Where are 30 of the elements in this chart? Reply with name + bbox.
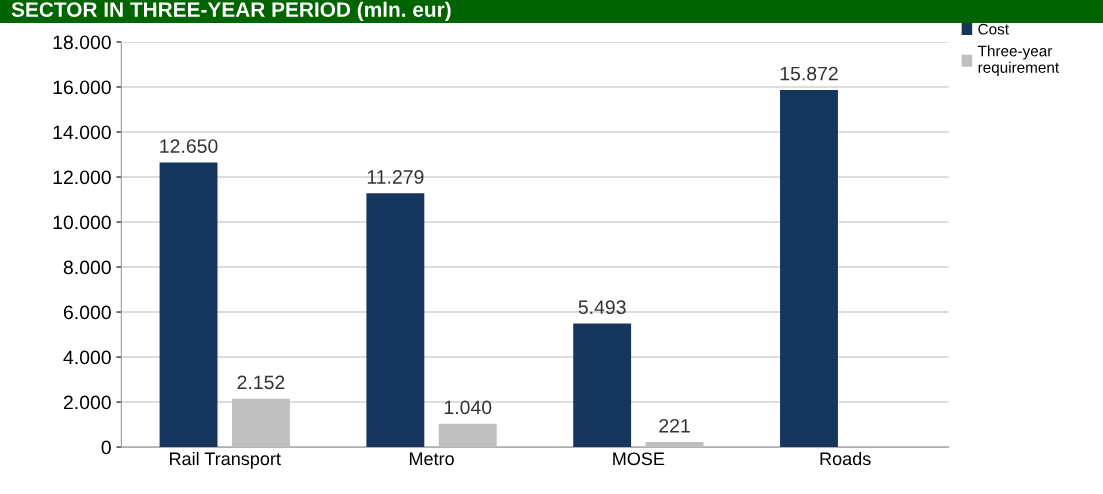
y-tick-label: 10.000: [53, 215, 111, 230]
x-tick-label: Roads: [820, 451, 871, 466]
data-label: 15.872: [780, 66, 838, 81]
data-label: 2.152: [237, 375, 285, 390]
chart-title: SECTOR IN THREE-YEAR PERIOD (mln. eur): [11, 1, 451, 22]
y-tick-label: 0: [101, 440, 111, 455]
y-tick-label: 8.000: [63, 260, 111, 275]
bar: [780, 89, 838, 448]
y-tick-label: 16.000: [53, 80, 111, 95]
y-tick-label: 18.000: [53, 35, 111, 50]
data-label: 1.040: [444, 400, 492, 415]
data-label: 5.493: [578, 300, 626, 315]
y-tick-label: 6.000: [63, 305, 111, 320]
bar: [366, 193, 425, 448]
bar: [159, 162, 218, 448]
bar: [438, 423, 497, 448]
x-tick-label: Metro: [409, 452, 454, 466]
data-label: 221: [659, 418, 690, 433]
y-tick-label: 4.000: [63, 350, 111, 365]
y-tick-label: 2.000: [63, 395, 111, 410]
bar: [645, 442, 704, 448]
data-label: 11.279: [367, 170, 424, 184]
y-tick-label: 14.000: [53, 125, 111, 140]
legend-label: Cost: [978, 23, 1009, 35]
bar: [573, 323, 632, 448]
legend-label: Three-year requirement: [977, 45, 1060, 76]
x-tick-label: MOSE: [613, 452, 665, 466]
data-label: 12.650: [160, 139, 218, 153]
x-tick-label: Rail Transport: [170, 451, 281, 469]
y-tick-label: 12.000: [53, 170, 111, 185]
